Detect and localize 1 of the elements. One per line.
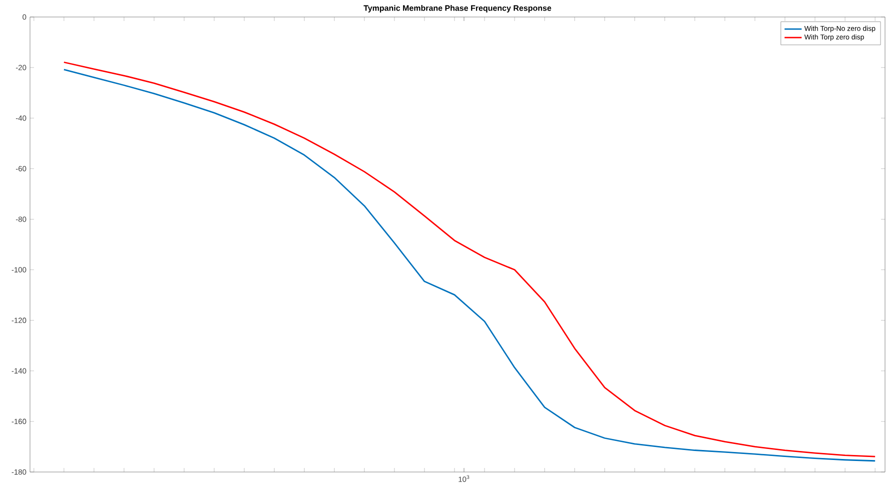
chart-title: Tympanic Membrane Phase Frequency Response — [364, 5, 552, 12]
